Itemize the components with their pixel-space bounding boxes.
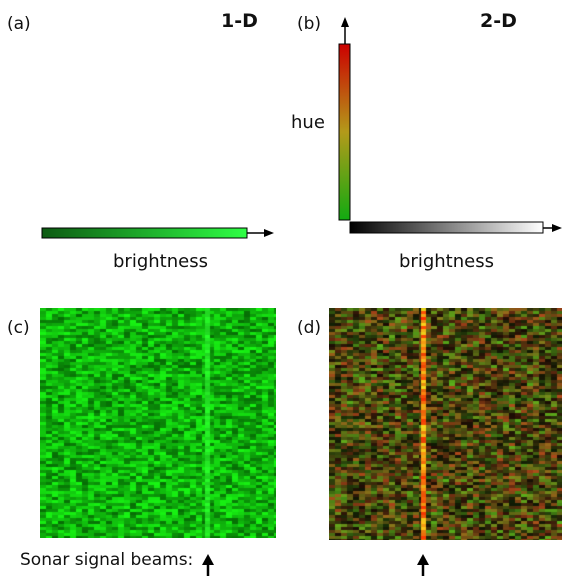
hue-axis-arrow — [341, 17, 349, 44]
panel-a-axis-label: brightness — [113, 251, 208, 272]
hue-colorbar — [338, 43, 351, 221]
panel-a-title: 1-D — [221, 10, 258, 32]
sonar-image-hue — [329, 308, 562, 540]
panel-b-hue-label: hue — [291, 112, 325, 133]
brightness-axis-arrow-1d — [247, 229, 274, 237]
beam-arrow-d — [417, 554, 429, 576]
panel-c-label: (c) — [7, 318, 30, 338]
panel-a-label: (a) — [7, 14, 31, 34]
panel-a-colorbar-diagram — [41, 17, 562, 239]
brightness-colorbar-2d — [349, 221, 544, 234]
beam-arrow-c — [202, 554, 214, 576]
panel-b-brightness-label: brightness — [399, 251, 494, 272]
panel-d-label: (d) — [297, 318, 322, 338]
sonar-image-green — [40, 308, 276, 538]
panel-b-title: 2-D — [480, 10, 517, 32]
sonar-caption: Sonar signal beams: — [20, 550, 194, 570]
beam-arrows — [202, 554, 429, 576]
brightness-colorbar-1d — [41, 227, 248, 239]
brightness-axis-arrow-2d — [543, 224, 562, 232]
panel-b-label: (b) — [297, 14, 322, 34]
